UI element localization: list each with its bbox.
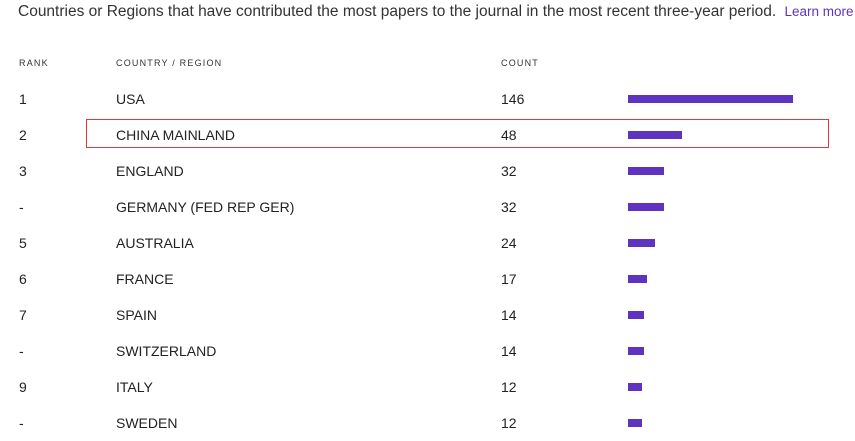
table-row: 3 ENGLAND 32 (0, 153, 855, 189)
table-row: - GERMANY (FED REP GER) 32 (0, 189, 855, 225)
rank-cell: - (19, 415, 24, 431)
count-bar (628, 275, 647, 283)
header-country: COUNTRY / REGION (116, 58, 223, 68)
count-bar (628, 203, 664, 211)
count-cell: 24 (501, 235, 517, 251)
table-row: - SWEDEN 12 (0, 405, 855, 441)
table-row: 7 SPAIN 14 (0, 297, 855, 333)
country-cell: SWITZERLAND (116, 343, 217, 359)
count-bar (628, 95, 793, 103)
table-row: 9 ITALY 12 (0, 369, 855, 405)
country-cell: FRANCE (116, 271, 174, 287)
count-bar (628, 131, 682, 139)
country-cell: USA (116, 91, 145, 107)
count-bar (628, 311, 644, 319)
rank-cell: 2 (19, 127, 27, 143)
rank-cell: 1 (19, 91, 27, 107)
count-cell: 17 (501, 271, 517, 287)
count-cell: 14 (501, 307, 517, 323)
count-cell: 146 (501, 91, 525, 107)
country-cell: GERMANY (FED REP GER) (116, 199, 295, 215)
rank-cell: 6 (19, 271, 27, 287)
count-cell: 12 (501, 379, 517, 395)
rank-cell: 9 (19, 379, 27, 395)
table-row: 2 CHINA MAINLAND 48 (0, 117, 855, 153)
table-row: - SWITZERLAND 14 (0, 333, 855, 369)
count-bar (628, 419, 642, 427)
rank-cell: - (19, 199, 24, 215)
country-cell: ENGLAND (116, 163, 184, 179)
country-cell: SPAIN (116, 307, 157, 323)
count-cell: 32 (501, 163, 517, 179)
count-cell: 14 (501, 343, 517, 359)
count-bar (628, 347, 644, 355)
count-cell: 32 (501, 199, 517, 215)
learn-more-link[interactable]: Learn more (784, 4, 854, 19)
count-cell: 12 (501, 415, 517, 431)
intro-description: Countries or Regions that have contribut… (18, 3, 777, 20)
count-cell: 48 (501, 127, 517, 143)
table-row: 6 FRANCE 17 (0, 261, 855, 297)
header-rank: RANK (19, 58, 49, 68)
header-count: COUNT (501, 58, 539, 68)
count-bar (628, 383, 642, 391)
intro-text: Countries or Regions that have contribut… (18, 3, 854, 21)
rank-cell: 5 (19, 235, 27, 251)
rank-cell: 3 (19, 163, 27, 179)
rank-cell: - (19, 343, 24, 359)
country-cell: ITALY (116, 379, 153, 395)
count-bar (628, 239, 655, 247)
count-bar (628, 167, 664, 175)
table-row: 1 USA 146 (0, 81, 855, 117)
country-cell: CHINA MAINLAND (116, 127, 236, 143)
country-cell: AUSTRALIA (116, 235, 194, 251)
country-cell: SWEDEN (116, 415, 178, 431)
rank-cell: 7 (19, 307, 27, 323)
table-row: 5 AUSTRALIA 24 (0, 225, 855, 261)
